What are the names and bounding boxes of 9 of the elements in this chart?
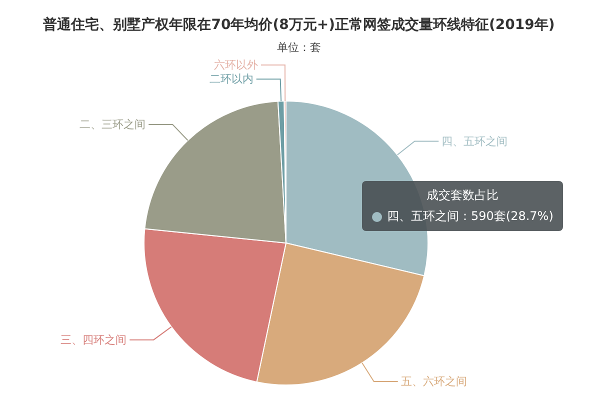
- chart-subtitle: 单位：套: [276, 40, 322, 55]
- slice-label: 二、三环之间: [80, 118, 146, 132]
- slice-label: 三、四环之间: [60, 333, 127, 346]
- chart-title: 普通住宅、别墅产权年限在70年均价(8万元+)正常网签成交量环线特征(2019年): [42, 16, 556, 34]
- slice-label: 五、六环之间: [400, 374, 467, 388]
- slice-label: 六环以外: [214, 58, 258, 72]
- slice-label: 四、五环之间: [442, 134, 508, 148]
- slice-label: 二环以内: [209, 72, 254, 86]
- tooltip-box: 成交套数占比 四、五环之间：590套(28.7%): [362, 181, 564, 231]
